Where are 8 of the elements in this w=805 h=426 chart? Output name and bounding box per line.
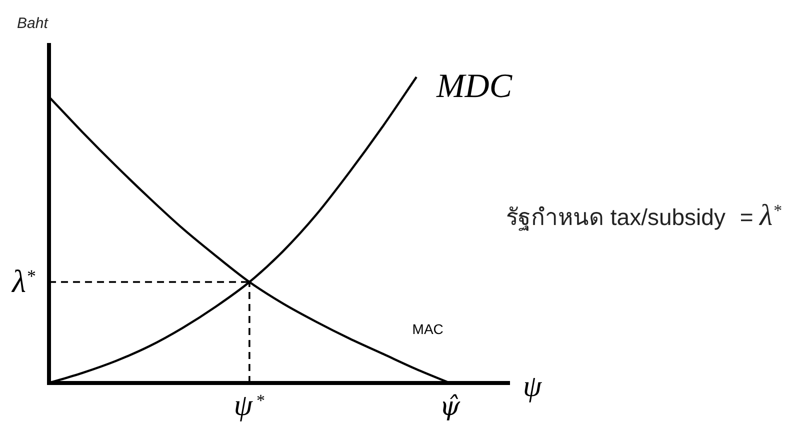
annotation: รัฐกำหนด tax/subsidy = λ$^{*}$: [506, 199, 782, 232]
y-axis-title: Baht: [17, 15, 49, 32]
text: λ$^{*}$: [11, 263, 36, 300]
x-tick-label: ψ$^{*}$: [234, 389, 266, 422]
series-label: MDC: [435, 68, 512, 105]
series-label: MAC: [412, 321, 444, 337]
x-axis-title: ψ: [523, 370, 543, 403]
x-tick-label: ψ̂: [440, 392, 461, 422]
